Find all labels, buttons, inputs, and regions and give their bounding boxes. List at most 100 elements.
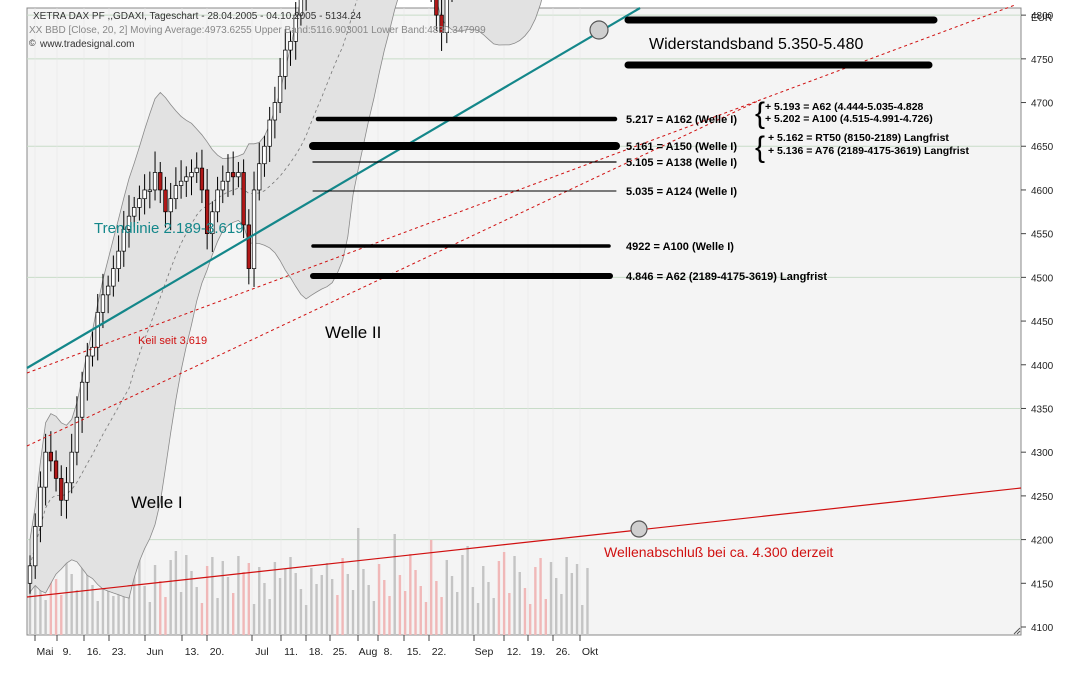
- volume-bar: [440, 597, 443, 635]
- candle-body: [225, 172, 231, 182]
- indicator-legend: XX BBD [Close, 20, 2] Moving Average:497…: [29, 25, 486, 36]
- fib-level-label: 4.846 = A62 (2189-4175-3619) Langfrist: [626, 271, 827, 283]
- volume-bar: [299, 589, 303, 635]
- volume-bar: [211, 557, 214, 635]
- candle-body: [444, 0, 449, 33]
- candle-body: [132, 207, 137, 217]
- volume-bar: [112, 596, 115, 635]
- volume-bar: [122, 575, 125, 635]
- volume-bar: [231, 593, 235, 635]
- source-url: www.tradesignal.com: [39, 39, 134, 50]
- volume-bar: [44, 600, 47, 635]
- volume-bar: [341, 558, 344, 635]
- volume-bar: [398, 575, 402, 635]
- volume-bar: [278, 578, 282, 635]
- volume-bar: [539, 558, 542, 635]
- candle-body: [168, 198, 173, 213]
- volume-bar: [570, 573, 574, 635]
- candle-body: [38, 486, 43, 527]
- x-tick-label: 13.: [185, 646, 200, 658]
- volume-bar: [263, 583, 266, 635]
- volume-bar: [560, 594, 563, 635]
- candle-body: [434, 0, 439, 16]
- wave2-label: Welle II: [325, 323, 381, 342]
- x-tick-label: 22.: [432, 646, 447, 658]
- candle-body: [293, 14, 298, 42]
- candle-body: [178, 180, 184, 186]
- volume-bar: [304, 605, 308, 635]
- candle-body: [439, 14, 444, 33]
- volume-bar: [555, 578, 558, 635]
- support-anchor-icon[interactable]: [630, 520, 648, 538]
- x-tick-label: Jul: [255, 646, 268, 658]
- volume-bar: [65, 533, 68, 635]
- x-tick-label: 12.: [507, 646, 522, 658]
- support-line[interactable]: [26, 487, 1022, 598]
- candle-body: [272, 102, 278, 121]
- volume-bar: [523, 588, 527, 635]
- x-tick-label: 25.: [333, 646, 348, 658]
- volume-bar: [487, 582, 490, 635]
- volume-bar: [409, 554, 412, 635]
- volume-bar: [205, 566, 209, 635]
- chart-title: XETRA DAX PF ,,GDAXI, Tageschart - 28.04…: [33, 11, 362, 22]
- price-axis: 4100 4150 4200 4250 4300 4350 4400 4450 4500 4550…: [1021, 11, 1054, 634]
- resize-grip-icon[interactable]: [1013, 627, 1021, 635]
- y-tick-label: 4550: [1031, 230, 1054, 241]
- candle-body: [251, 189, 257, 269]
- volume-bar: [289, 557, 292, 635]
- resistance-band-label: Widerstandsband 5.350-5.480: [649, 36, 863, 53]
- candle-body: [64, 482, 69, 501]
- candle-body: [283, 49, 288, 77]
- volume-bar: [383, 580, 386, 635]
- volume-bar: [174, 551, 178, 635]
- trendline[interactable]: [26, 7, 641, 369]
- volume-bar: [143, 586, 146, 635]
- volume-bar: [471, 587, 475, 635]
- volume-bar: [315, 584, 318, 635]
- candle-body: [231, 172, 236, 178]
- volume-bar: [80, 553, 84, 635]
- volume-bar: [153, 565, 157, 635]
- volume-bar: [575, 564, 579, 635]
- candle-body: [210, 211, 215, 235]
- candle-body: [69, 451, 74, 484]
- x-tick-label: Aug: [359, 646, 378, 658]
- y-tick-label: 4150: [1031, 579, 1054, 590]
- volume-bar: [60, 595, 63, 635]
- fib-level-label: 5.217 = A162 (Welle I): [626, 114, 737, 126]
- candle-body: [85, 355, 90, 383]
- x-tick-label: 18.: [309, 646, 324, 658]
- wedge-label: Keil seit 3.619: [138, 335, 207, 347]
- candle-body: [288, 41, 293, 51]
- volume-bar: [200, 603, 204, 635]
- candle-body: [277, 75, 283, 103]
- volume-bar: [581, 605, 584, 635]
- volume-bar: [216, 598, 219, 635]
- trendline-anchor-icon[interactable]: [589, 20, 609, 40]
- fibonacci-levels: 5.217 = A162 (Welle I) 5.161 = A150 (Well…: [309, 114, 827, 283]
- volume-bar: [294, 573, 297, 635]
- candle-body: [257, 163, 262, 191]
- volume-bar: [518, 572, 521, 635]
- volume-bar: [544, 599, 547, 635]
- candle-body: [220, 180, 225, 191]
- bollinger-band: [29, 0, 542, 599]
- volume-bar: [273, 562, 277, 635]
- x-tick-label: 15.: [407, 646, 422, 658]
- volume-bar: [86, 569, 89, 635]
- x-tick-label: 9.: [63, 646, 72, 658]
- candle-body: [33, 526, 38, 567]
- volume-bar: [39, 584, 42, 635]
- candle-body: [74, 416, 80, 453]
- volume-bar: [284, 569, 287, 635]
- volume-bar: [388, 596, 391, 635]
- volume-bar: [502, 552, 506, 635]
- copyright-mark: ©: [29, 38, 36, 48]
- fib-level-label: 4922 = A100 (Welle I): [626, 241, 734, 253]
- plot-area: [26, 7, 1022, 636]
- candle-body: [105, 285, 111, 296]
- candle-body: [199, 167, 205, 191]
- brace-note-1: + 5.193 = A62 (4.444-5.035-4.828: [765, 101, 924, 113]
- candlesticks: [27, 0, 453, 594]
